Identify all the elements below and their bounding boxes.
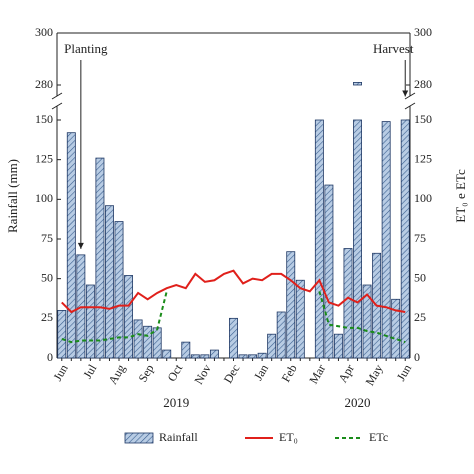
y-tick-label: 280 xyxy=(35,77,53,91)
y-tick-label: 0 xyxy=(47,350,53,364)
bar xyxy=(133,319,143,359)
bar xyxy=(400,119,410,359)
annotation: Planting xyxy=(64,41,108,56)
bar xyxy=(209,349,219,359)
y2-tick-label: 100 xyxy=(414,191,432,205)
legend-label: ETc xyxy=(369,430,388,444)
bar xyxy=(57,309,67,359)
axis-break xyxy=(404,92,416,100)
y-tick-label: 100 xyxy=(35,191,53,205)
x-tick-label: Aug xyxy=(106,362,128,387)
bar xyxy=(143,325,153,359)
year-label: 2020 xyxy=(345,395,371,410)
bar xyxy=(362,284,372,359)
y-tick-label: 125 xyxy=(35,151,53,165)
x-tick-label: Apr xyxy=(336,362,357,385)
axis-break xyxy=(51,92,63,100)
x-tick-label: Oct xyxy=(164,361,185,384)
x-tick-label: May xyxy=(362,362,385,388)
bar xyxy=(295,279,305,359)
y-tick-label: 75 xyxy=(41,231,53,245)
y-tick-label: 25 xyxy=(41,310,53,324)
bar xyxy=(229,317,238,359)
axis-break xyxy=(404,102,416,110)
x-tick-label: Feb xyxy=(279,362,300,385)
line xyxy=(61,269,406,314)
year-label: 2019 xyxy=(163,395,189,410)
bar xyxy=(114,221,124,359)
x-tick-label: Jun xyxy=(50,362,70,383)
bar xyxy=(324,184,334,359)
annotation: Harvest xyxy=(373,41,414,56)
y2-tick-label: 150 xyxy=(414,112,432,126)
x-tick-label: Sep xyxy=(135,362,156,385)
bar xyxy=(381,121,391,359)
x-tick-label: Jul xyxy=(80,361,99,381)
y-tick-label: 150 xyxy=(35,112,53,126)
bar xyxy=(286,251,296,359)
x-tick-label: Nov xyxy=(191,362,213,387)
legend-label: Rainfall xyxy=(159,430,198,444)
bar xyxy=(190,354,200,359)
bar xyxy=(85,284,95,359)
bar xyxy=(238,354,248,359)
bar xyxy=(124,275,134,359)
arrow-head xyxy=(77,242,84,249)
bar xyxy=(257,352,267,359)
bar xyxy=(267,333,277,359)
x-tick-label: Mar xyxy=(306,362,328,386)
y-tick-label: 300 xyxy=(35,25,53,39)
bar xyxy=(66,132,76,359)
y-axis-label: Rainfall (mm) xyxy=(5,159,20,233)
y2-tick-label: 25 xyxy=(414,310,426,324)
y2-tick-label: 125 xyxy=(414,151,432,165)
line xyxy=(61,291,406,344)
bar xyxy=(248,354,258,359)
y2-tick-label: 75 xyxy=(414,231,426,245)
bar xyxy=(181,341,191,359)
bar xyxy=(343,248,353,359)
legend-label: ET₀ xyxy=(279,430,298,444)
x-tick-label: Jan xyxy=(251,362,271,383)
bar-upper xyxy=(353,82,362,86)
bar xyxy=(276,311,286,359)
y2-tick-label: 50 xyxy=(414,270,426,284)
y2-tick-label: 280 xyxy=(414,77,432,91)
bar xyxy=(200,354,210,359)
bar xyxy=(314,119,324,359)
legend-swatch xyxy=(124,432,154,444)
x-tick-label: Jun xyxy=(394,362,414,383)
y-tick-label: 50 xyxy=(41,270,53,284)
y2-axis-label: ET₀ e ETc xyxy=(453,169,468,223)
axis-break xyxy=(51,102,63,110)
y2-tick-label: 0 xyxy=(414,350,420,364)
arrow-head xyxy=(402,90,409,97)
y2-tick-label: 300 xyxy=(414,25,432,39)
bar xyxy=(162,349,172,359)
bar xyxy=(353,119,362,359)
bar xyxy=(391,298,401,359)
bar xyxy=(105,205,114,359)
x-tick-label: Dec xyxy=(221,362,243,386)
bar xyxy=(95,157,105,359)
bar xyxy=(333,333,343,359)
